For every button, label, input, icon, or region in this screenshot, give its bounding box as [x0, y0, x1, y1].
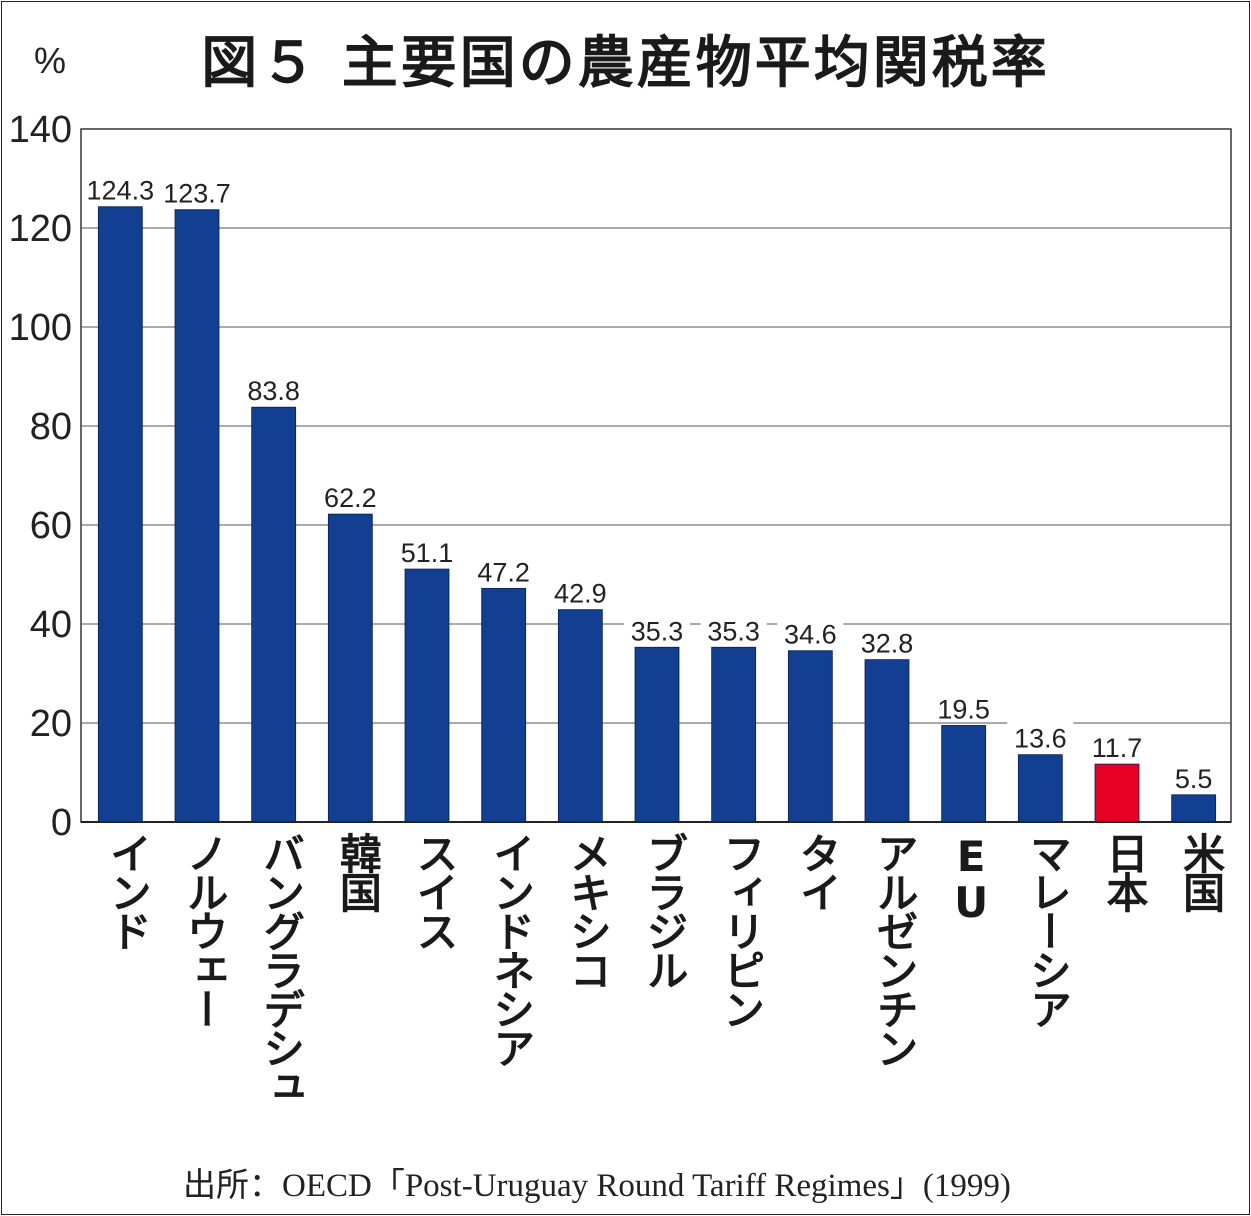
data-label-background: [1084, 731, 1150, 760]
data-label: 5.5: [1175, 764, 1213, 794]
x-category-label: 韓国: [333, 832, 383, 910]
bar: [327, 513, 373, 823]
bar: [97, 206, 143, 823]
y-unit-label: %: [34, 40, 67, 81]
data-label: 42.9: [554, 579, 607, 609]
bar: [481, 587, 527, 823]
data-label-background: [1007, 721, 1074, 750]
bar: [174, 209, 220, 823]
bar: [634, 646, 680, 823]
data-label-background: [470, 555, 537, 584]
y-tick-label: 80: [30, 406, 72, 448]
data-label: 34.6: [784, 620, 837, 650]
data-label-background: [700, 614, 767, 643]
y-tick-label: 60: [30, 505, 72, 547]
x-category-label: ブラジル: [640, 832, 689, 988]
x-category-label: 米国: [1176, 832, 1226, 910]
x-category-label: マレーシア: [1023, 832, 1073, 1027]
y-tick-label: 140: [9, 109, 72, 151]
bar: [557, 609, 603, 823]
data-label: 47.2: [477, 557, 530, 587]
bar: [941, 725, 987, 823]
bar: [1171, 794, 1217, 823]
x-category-label: ノルウェー: [180, 832, 229, 1027]
y-tick-label: 100: [9, 307, 72, 349]
x-category-label: EU: [946, 832, 996, 924]
data-label: 62.2: [324, 483, 377, 513]
bar: [711, 646, 757, 823]
y-tick-label: 0: [51, 802, 72, 844]
x-category-label: バングラデシュ: [256, 832, 306, 1105]
x-category-label: メキシコ: [563, 832, 613, 988]
data-label: 124.3: [87, 176, 155, 206]
data-label: 123.7: [163, 179, 231, 209]
y-tick-label: 40: [30, 604, 72, 646]
x-category-label: インドネシア: [486, 832, 536, 1066]
data-label: 19.5: [937, 694, 990, 724]
source-note: 出所：OECD「Post-Uruguay Round Tariff Regime…: [183, 1168, 1011, 1204]
x-category-label: スイス: [410, 832, 459, 949]
y-tick-label: 20: [30, 703, 72, 745]
data-label-background: [317, 481, 384, 510]
bar: [1094, 763, 1140, 823]
data-label-background: [394, 536, 460, 565]
data-label-background: [1160, 761, 1227, 790]
bar: [251, 406, 297, 823]
x-category-label: アルゼンチン: [870, 832, 919, 1066]
data-label-background: [624, 614, 690, 643]
data-label-background: [164, 176, 230, 205]
data-label-background: [547, 576, 614, 605]
data-label-background: [240, 374, 307, 403]
data-label: 13.6: [1014, 724, 1067, 754]
data-label: 32.8: [861, 629, 914, 659]
bar: [787, 650, 833, 823]
x-category-label: インド: [103, 832, 153, 949]
bar: [1017, 754, 1063, 823]
data-label-background: [777, 617, 844, 646]
bar: [864, 659, 910, 823]
bar: [404, 568, 450, 823]
data-label: 11.7: [1092, 733, 1143, 763]
data-label-background: [854, 626, 920, 655]
data-label: 83.8: [247, 376, 300, 406]
data-label: 35.3: [707, 616, 760, 646]
data-label-background: [930, 692, 997, 721]
chart-title: 図５ 主要国の農産物平均関税率: [201, 31, 1050, 96]
y-tick-label: 120: [9, 208, 72, 250]
data-label: 35.3: [631, 616, 684, 646]
x-category-label: タイ: [793, 832, 843, 910]
data-label: 51.1: [401, 538, 454, 568]
data-label-background: [87, 173, 154, 202]
x-category-label: フィリピン: [716, 832, 766, 1027]
x-category-label: 日本: [1100, 832, 1149, 910]
